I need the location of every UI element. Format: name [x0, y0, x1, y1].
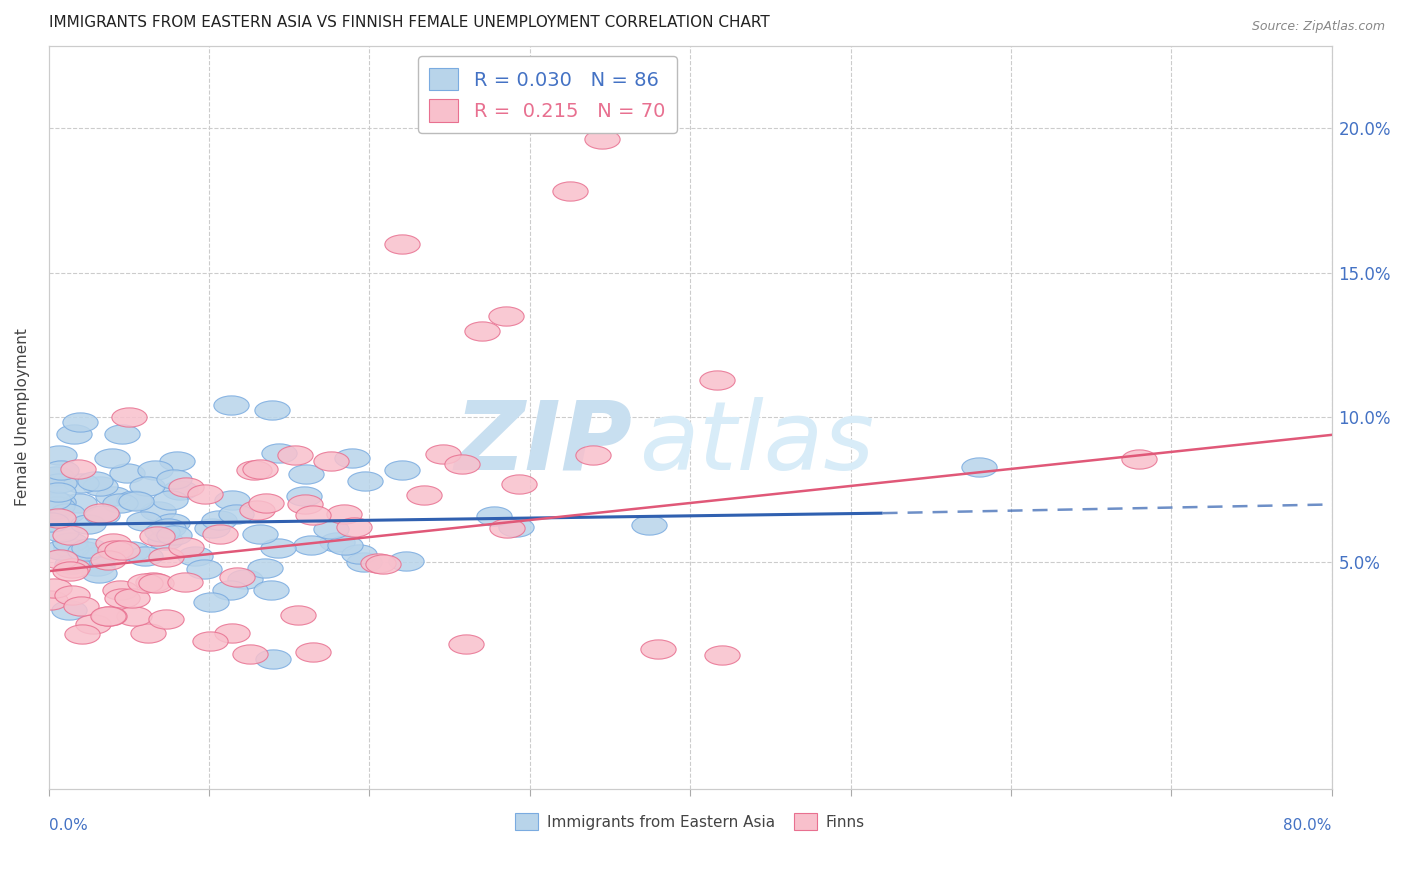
Text: 0.0%: 0.0% [49, 818, 87, 833]
Text: Source: ZipAtlas.com: Source: ZipAtlas.com [1251, 20, 1385, 33]
Text: atlas: atlas [638, 397, 875, 490]
Text: 80.0%: 80.0% [1284, 818, 1331, 833]
Y-axis label: Female Unemployment: Female Unemployment [15, 328, 30, 507]
Text: ZIP: ZIP [454, 397, 633, 490]
Legend: Immigrants from Eastern Asia, Finns: Immigrants from Eastern Asia, Finns [509, 806, 872, 837]
Text: IMMIGRANTS FROM EASTERN ASIA VS FINNISH FEMALE UNEMPLOYMENT CORRELATION CHART: IMMIGRANTS FROM EASTERN ASIA VS FINNISH … [49, 15, 769, 30]
